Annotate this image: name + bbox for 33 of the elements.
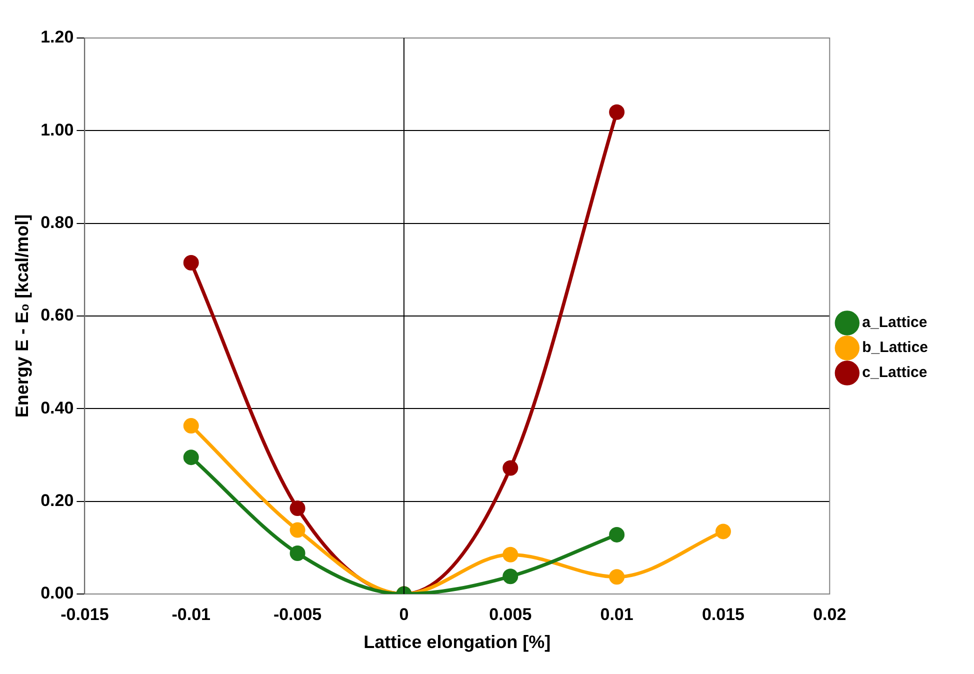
y-axis-title: Energy E - E₀ [kcal/mol] <box>12 214 32 418</box>
point <box>183 254 199 270</box>
point <box>609 569 625 585</box>
x-axis-title: Lattice elongation [%] <box>364 632 551 652</box>
x-tick-label: -0.01 <box>172 604 210 624</box>
x-tick-label: -0.015 <box>60 604 109 624</box>
point <box>290 522 306 538</box>
point <box>183 418 199 434</box>
y-tick-label: 0.80 <box>40 213 74 232</box>
x-tick-label: 0.015 <box>702 604 744 624</box>
y-tick-label: 0.60 <box>40 306 74 325</box>
point <box>290 545 306 561</box>
point <box>502 460 518 476</box>
x-tick-label: 0.01 <box>600 604 634 624</box>
x-tick-label: 0 <box>399 604 409 624</box>
point <box>609 526 625 542</box>
y-tick-label: 0.00 <box>40 584 74 603</box>
point <box>715 524 731 540</box>
point <box>502 546 518 562</box>
y-tick-label: 0.40 <box>40 398 74 418</box>
x-tick-label: 0.005 <box>489 604 532 624</box>
point <box>609 104 625 120</box>
point <box>502 568 518 584</box>
x-tick-label: -0.005 <box>273 604 322 624</box>
y-tick-label: 0.20 <box>40 491 74 510</box>
y-tick-label: 1.20 <box>40 28 74 47</box>
point <box>290 500 306 516</box>
legend-label: c_Lattice <box>862 364 928 382</box>
legend-label: b_Lattice <box>862 339 928 356</box>
legend-label: a_Lattice <box>862 314 928 332</box>
point <box>183 450 199 466</box>
y-tick-label: 1.00 <box>40 120 74 140</box>
x-tick-label: 0.02 <box>813 604 846 624</box>
